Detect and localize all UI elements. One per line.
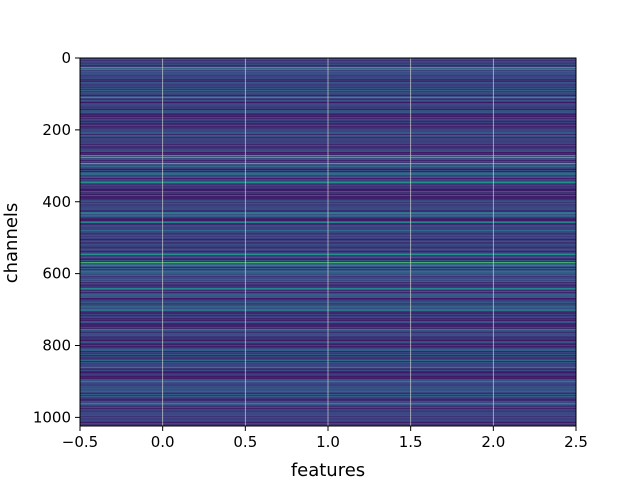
x-tick-label: 1.0	[316, 433, 340, 451]
x-axis: −0.5 0.0 0.5 1.0 1.5 2.0 2.5	[62, 426, 588, 451]
y-axis: 0 200 400 600 800 1000	[33, 49, 80, 426]
y-axis-label: channels	[1, 203, 22, 284]
x-tick-label: 0.0	[151, 433, 175, 451]
x-tick-label: 0.5	[233, 433, 257, 451]
y-tick-label: 200	[42, 121, 71, 139]
y-tick-label: 0	[61, 49, 71, 67]
x-tick-label: 2.5	[564, 433, 588, 451]
y-tick-label: 400	[42, 193, 71, 211]
y-tick-label: 600	[42, 265, 71, 283]
x-tick-label: 2.0	[481, 433, 505, 451]
x-axis-label: features	[291, 460, 365, 480]
x-tick-label: 1.5	[399, 433, 423, 451]
x-tick-label: −0.5	[62, 433, 98, 451]
y-tick-label: 1000	[33, 408, 71, 426]
y-tick-label: 800	[42, 337, 71, 355]
